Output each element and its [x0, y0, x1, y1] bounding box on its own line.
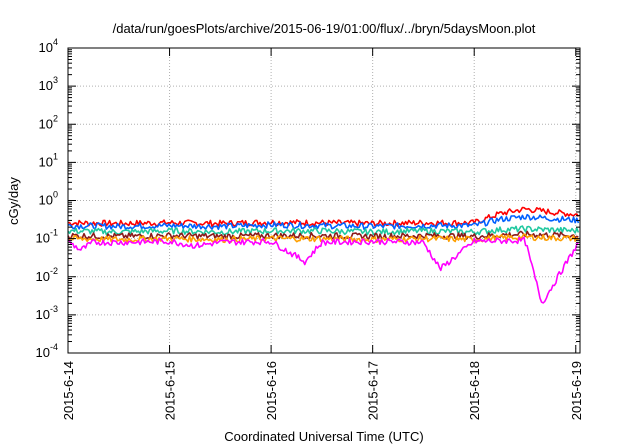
series-line-1: [67, 213, 580, 231]
x-tick-label: 2015-6-15: [163, 361, 178, 420]
grid: [68, 48, 580, 353]
y-tick-label: 104: [39, 37, 58, 55]
y-tick-label: 10-2: [36, 266, 58, 284]
y-axis-label: cGy/day: [6, 177, 21, 225]
x-tick-label: 2015-6-16: [264, 361, 279, 420]
y-tick-label: 100: [39, 190, 58, 208]
y-tick-label: 10-1: [36, 228, 58, 246]
y-tick-label: 101: [39, 151, 58, 169]
x-tick-label: 2015-6-19: [569, 361, 584, 420]
ticks: [67, 47, 580, 354]
x-tick-labels: 2015-6-14 2015-6-15 2015-6-16 2015-6-17 2015…: [61, 361, 584, 420]
y-tick-label: 10-3: [36, 304, 58, 322]
x-tick-label: 2015-6-14: [61, 361, 76, 420]
y-tick-label: 103: [39, 75, 58, 93]
x-tick-label: 2015-6-18: [467, 361, 482, 420]
series-line-5: [67, 236, 579, 304]
x-tick-label: 2015-6-17: [366, 361, 381, 420]
y-tick-label: 102: [39, 113, 58, 131]
series-line-0: [67, 206, 580, 228]
series-layer: [67, 206, 580, 304]
y-tick-labels: 10-4 10-3 10-2 10-1 100 101 102 103 104: [36, 37, 58, 360]
x-axis-label: Coordinated Universal Time (UTC): [224, 429, 423, 444]
series-line-2: [67, 225, 580, 236]
chart-title: /data/run/goesPlots/archive/2015-06-19/0…: [113, 21, 536, 36]
y-tick-label: 10-4: [36, 342, 58, 360]
